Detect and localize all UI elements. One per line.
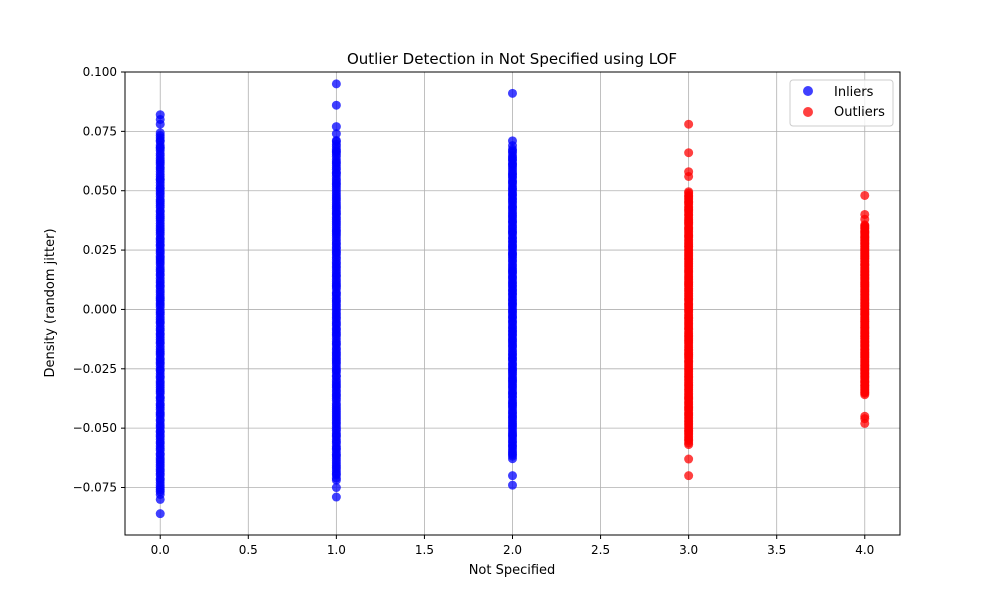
data-point (508, 480, 517, 490)
y-tick-label: 0.025 (83, 243, 117, 257)
legend-marker-outliers (803, 107, 813, 117)
x-tick-label: 2.0 (503, 543, 522, 557)
series-inliers (155, 79, 517, 519)
y-tick-label: −0.025 (73, 362, 117, 376)
y-tick-label: 0.000 (83, 302, 117, 316)
x-tick-label: 0.5 (239, 543, 258, 557)
x-axis-ticks: 0.0 0.5 1.0 1.5 2.0 2.5 3.0 3.5 4.0 (151, 535, 874, 557)
legend-label-outliers: Outliers (834, 105, 885, 120)
data-point (684, 119, 694, 129)
data-point (508, 88, 517, 98)
data-point (684, 148, 694, 158)
data-point (331, 122, 341, 132)
chart-title: Outlier Detection in Not Specified using… (347, 50, 677, 68)
data-point (684, 471, 694, 481)
scatter-points (155, 79, 870, 519)
x-tick-label: 3.0 (679, 543, 698, 557)
data-point (331, 100, 341, 110)
data-point (155, 509, 165, 519)
y-axis-label: Density (random jitter) (43, 228, 58, 377)
legend-box (789, 79, 894, 127)
data-point (331, 129, 341, 139)
y-tick-label: 0.050 (83, 184, 117, 198)
y-axis-ticks: −0.075 −0.050 −0.025 0.000 0.025 0.050 0.075 0.… (73, 65, 125, 495)
y-tick-label: −0.075 (73, 481, 117, 495)
y-tick-label: −0.050 (73, 421, 117, 435)
data-point (331, 492, 341, 502)
x-tick-label: 2.5 (591, 543, 610, 557)
data-point (331, 79, 341, 89)
x-tick-label: 0.0 (151, 543, 170, 557)
x-tick-label: 1.5 (415, 543, 434, 557)
data-point (155, 494, 165, 504)
y-tick-label: 0.100 (83, 65, 117, 79)
data-point (684, 187, 694, 197)
data-point (508, 141, 517, 151)
data-point (155, 128, 165, 138)
data-point (860, 418, 870, 428)
legend-label-inliers: Inliers (834, 85, 874, 100)
data-point (331, 135, 341, 145)
legend: Inliers Outliers (789, 79, 894, 127)
x-tick-label: 3.5 (767, 543, 786, 557)
data-point (860, 190, 870, 200)
data-point (684, 171, 694, 181)
data-point (684, 454, 694, 464)
data-point (331, 483, 341, 493)
data-point (155, 119, 165, 129)
x-tick-label: 1.0 (327, 543, 346, 557)
series-outliers (684, 119, 870, 481)
data-point (508, 471, 517, 481)
x-tick-label: 4.0 (855, 543, 874, 557)
x-axis-label: Not Specified (469, 563, 556, 578)
y-tick-label: 0.075 (83, 124, 117, 138)
legend-marker-inliers (803, 86, 813, 96)
data-point (860, 214, 870, 224)
